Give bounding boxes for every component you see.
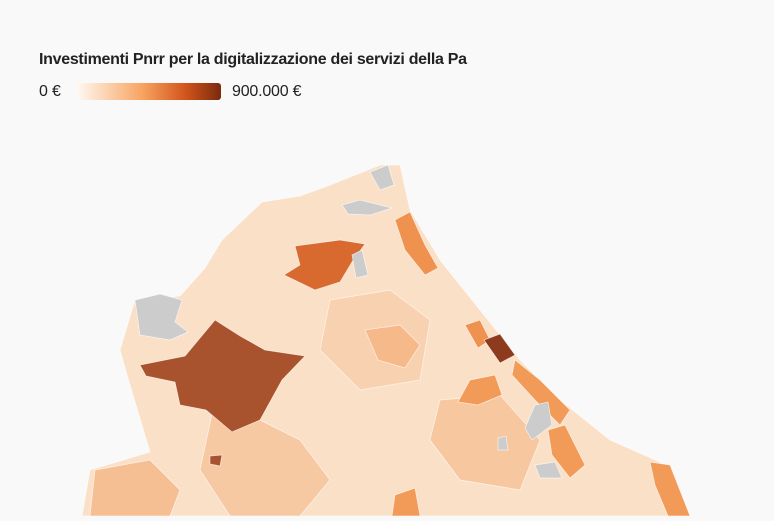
map-title: Investimenti Pnrr per la digitalizzazion… [39, 51, 467, 68]
municipality [89, 459, 181, 517]
legend-max-label: 900.000 € [232, 83, 302, 100]
municipality [209, 454, 223, 467]
municipality [511, 359, 571, 426]
no-data-area [369, 164, 395, 191]
municipality [547, 424, 586, 479]
no-data-area [134, 293, 189, 341]
no-data-area [497, 435, 509, 451]
municipality [283, 239, 366, 291]
no-data-area [524, 401, 553, 441]
municipality [483, 333, 516, 364]
legend-gradient [78, 83, 221, 100]
municipality [364, 324, 421, 369]
municipality [457, 374, 503, 406]
legend-min-label: 0 € [39, 83, 61, 100]
region-map [81, 164, 691, 517]
municipality [139, 319, 306, 433]
no-data-area [351, 249, 369, 279]
no-data-area [534, 461, 563, 479]
municipality [394, 211, 439, 276]
no-data-area [341, 199, 394, 216]
